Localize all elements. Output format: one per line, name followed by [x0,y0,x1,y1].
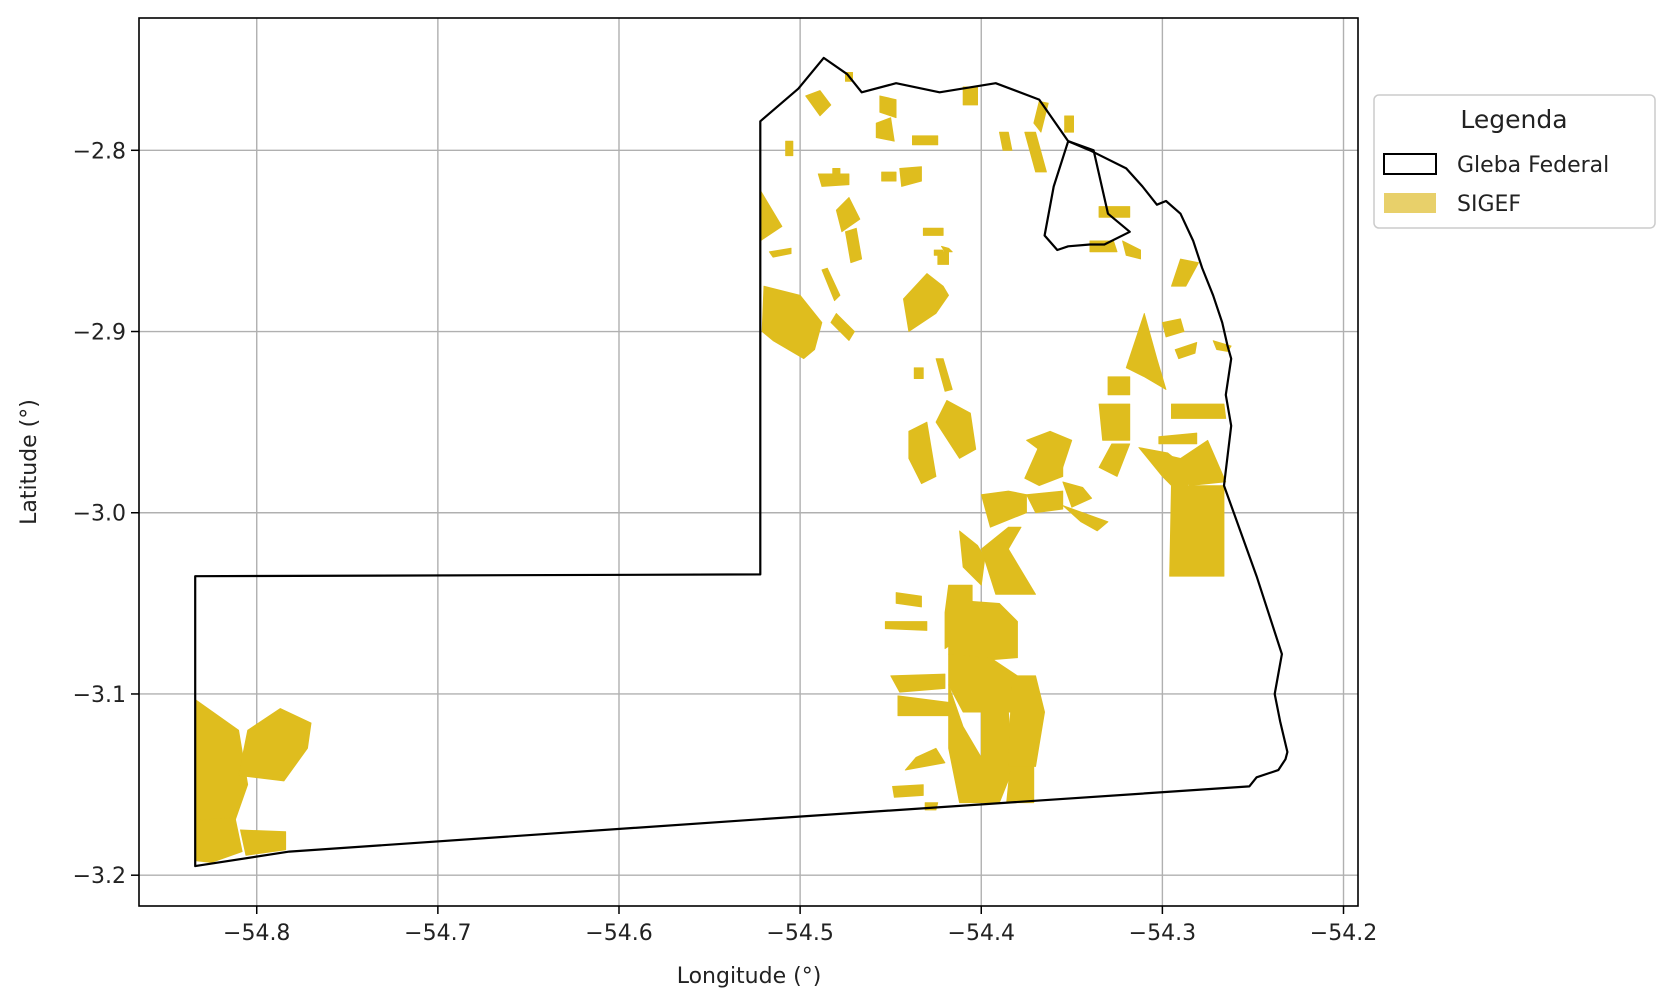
legend-title: Legenda [1460,105,1567,134]
x-tick-label: −54.6 [585,921,652,946]
x-axis-title: Longitude (°) [677,964,822,989]
sigef-parcel [890,673,946,693]
sigef-parcel [1171,403,1227,419]
sigef-parcel [239,829,287,856]
legend-swatch-sigef [1384,193,1436,213]
sigef-parcel [805,90,832,117]
sigef-parcel [1169,485,1225,577]
x-tick-label: −54.3 [1129,921,1196,946]
sigef-parcel [1006,766,1035,804]
sigef-parcel [899,166,922,187]
x-tick-label: −54.5 [766,921,833,946]
gleba-boundary [194,56,1289,868]
sigef-parcel [908,421,937,485]
sigef-parcel [980,490,1027,528]
plot-area [138,17,1359,907]
gleba-federal-outline [194,56,1289,868]
legend-label-gleba: Gleba Federal [1457,153,1609,178]
sigef-parcel [1174,341,1198,360]
sigef-parcel [937,249,949,265]
sigef-parcel [912,135,939,146]
sigef-parcel [1162,318,1185,338]
sigef-parcel [1098,443,1131,477]
grid [139,18,1358,906]
sigef-parcel [761,285,823,360]
sigef-parcel [884,621,928,631]
sigef-parcel [1107,376,1131,396]
sigef-parcel [1212,340,1232,352]
sigef-parcel [1098,206,1131,218]
legend: Legenda Gleba Federal SIGEF [1373,94,1656,229]
y-axis-title: Latitude (°) [17,399,42,525]
sigef-parcel [1171,258,1199,287]
plot-frame [138,17,1359,907]
sigef-parcel [892,784,924,798]
sigef-parcel [1158,432,1198,445]
x-axis: −54.8 −54.7 −54.6 −54.5 −54.4 −54.3 −54.2 [223,906,1377,946]
sigef-parcel [935,399,977,459]
sigef-parcels [194,72,1232,863]
sigef-parcel [879,95,897,119]
y-tick-label: −2.9 [73,321,126,346]
sigef-parcel [238,708,312,782]
sigef-parcel [1122,240,1141,260]
legend-swatch-gleba [1383,153,1437,175]
x-tick-label: −54.7 [404,921,471,946]
legend-label-sigef: SIGEF [1457,192,1521,217]
sigef-parcel [897,695,955,717]
sigef-parcel [1064,115,1074,133]
sigef-parcel [903,273,949,332]
sigef-parcel [845,227,863,264]
sigef-parcel [999,131,1013,151]
y-axis: −2.8 −2.9 −3.0 −3.1 −3.2 [73,139,139,889]
sigef-parcel [835,196,861,233]
sigef-parcel [1125,312,1167,390]
sigef-parcel [980,711,1015,804]
sigef-parcel [1026,490,1064,514]
y-tick-label: −2.8 [73,139,126,164]
sigef-parcel [1062,505,1109,532]
sigef-parcel [980,526,1036,595]
x-tick-label: −54.2 [1310,921,1377,946]
sigef-parcel [1098,403,1131,441]
sigef-parcel [1089,240,1118,253]
sigef-parcel [922,227,944,236]
sigef-parcel [1062,481,1093,508]
gleba-inner-outline [1043,140,1131,252]
sigef-parcel [830,312,855,342]
sigef-parcel [768,247,792,258]
sigef-parcel [1008,675,1045,767]
sigef-parcel [875,117,895,142]
sigef-parcel [1156,439,1227,487]
y-tick-label: −3.0 [73,502,126,527]
sigef-parcel [904,747,946,771]
y-tick-label: −3.2 [73,864,126,889]
x-tick-label: −54.4 [948,921,1015,946]
sigef-parcel [895,592,922,608]
sigef-parcel [881,171,897,182]
y-tick-label: −3.1 [73,683,126,708]
sigef-parcel [1024,131,1047,173]
sigef-parcel [935,358,953,392]
x-tick-label: −54.8 [223,921,290,946]
sigef-parcel [832,167,841,180]
sigef-parcel [962,86,978,106]
sigef-parcel [959,530,986,586]
sigef-parcel [821,267,841,302]
sigef-parcel [941,245,953,253]
sigef-parcel [913,367,924,380]
sigef-parcel [1026,430,1073,468]
legend-box [1373,94,1656,229]
sigef-parcel [785,140,794,157]
